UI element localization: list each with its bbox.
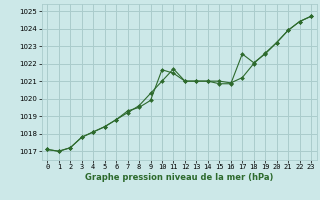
X-axis label: Graphe pression niveau de la mer (hPa): Graphe pression niveau de la mer (hPa) [85, 173, 273, 182]
